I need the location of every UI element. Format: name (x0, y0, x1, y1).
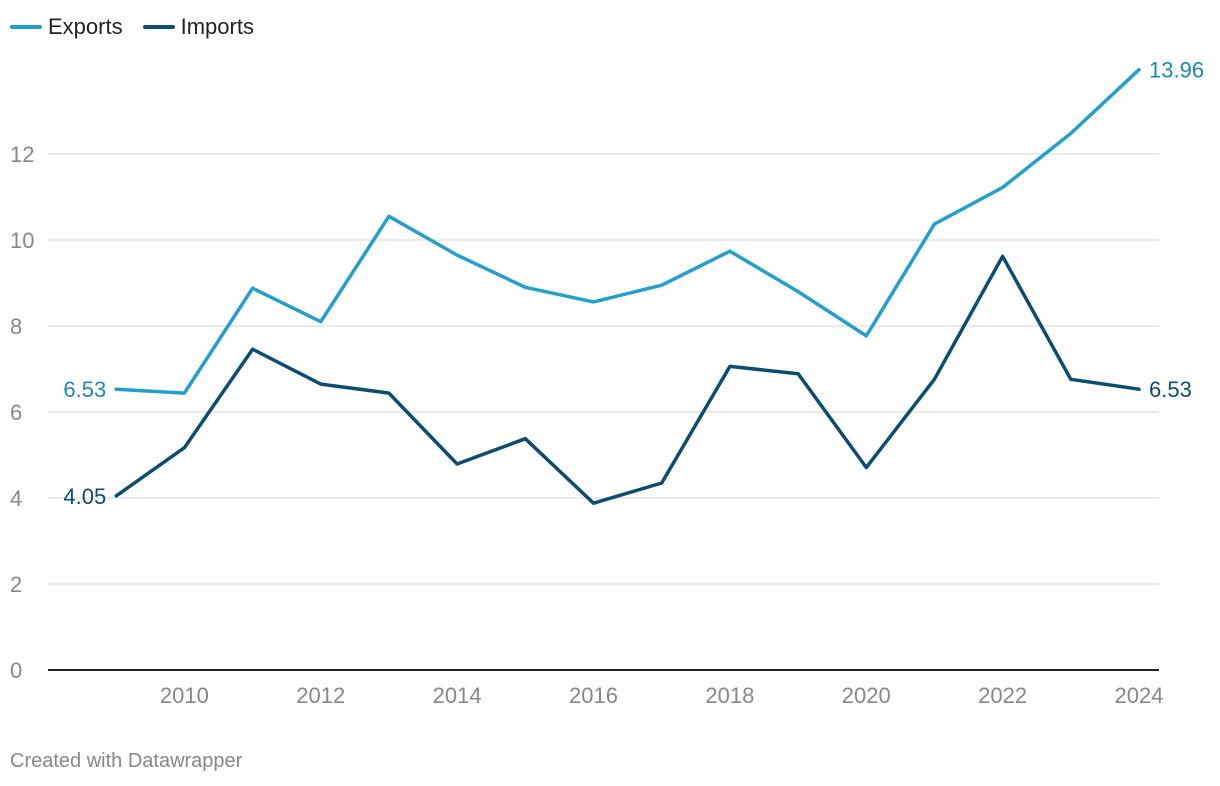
x-tick-label-2016: 2016 (569, 683, 618, 708)
y-tick-label-4: 4 (10, 486, 22, 511)
x-tick-label-2012: 2012 (296, 683, 345, 708)
legend-item-imports[interactable]: Imports (142, 14, 254, 40)
y-tick-label-2: 2 (10, 572, 22, 597)
footer-credit: Created with Datawrapper (10, 750, 243, 772)
y-tick-label-10: 10 (10, 228, 34, 253)
x-tick-label-2024: 2024 (1115, 683, 1164, 708)
x-tick-label-2010: 2010 (160, 683, 209, 708)
legend-swatch-imports (142, 25, 175, 29)
x-tick-label-2022: 2022 (978, 683, 1027, 708)
start-label-exports: 6.53 (63, 377, 106, 402)
end-label-exports: 13.96 (1149, 58, 1204, 83)
legend-swatch-exports (10, 25, 42, 29)
legend-label-imports: Imports (180, 14, 254, 39)
y-tick-label-12: 12 (10, 142, 34, 167)
legend-item-exports[interactable]: Exports (10, 14, 123, 40)
start-label-imports: 4.05 (63, 484, 106, 509)
y-tick-label-0: 0 (10, 658, 22, 683)
series-line-exports (114, 67, 1141, 395)
y-tick-label-8: 8 (10, 314, 22, 339)
y-tick-label-6: 6 (10, 400, 22, 425)
x-tick-label-2018: 2018 (705, 683, 754, 708)
end-label-imports: 6.53 (1149, 377, 1192, 402)
x-tick-label-2014: 2014 (433, 683, 482, 708)
series-line-imports (114, 254, 1141, 505)
x-tick-label-2020: 2020 (842, 683, 891, 708)
legend-label-exports: Exports (48, 14, 123, 39)
legend: Exports Imports (10, 14, 254, 40)
